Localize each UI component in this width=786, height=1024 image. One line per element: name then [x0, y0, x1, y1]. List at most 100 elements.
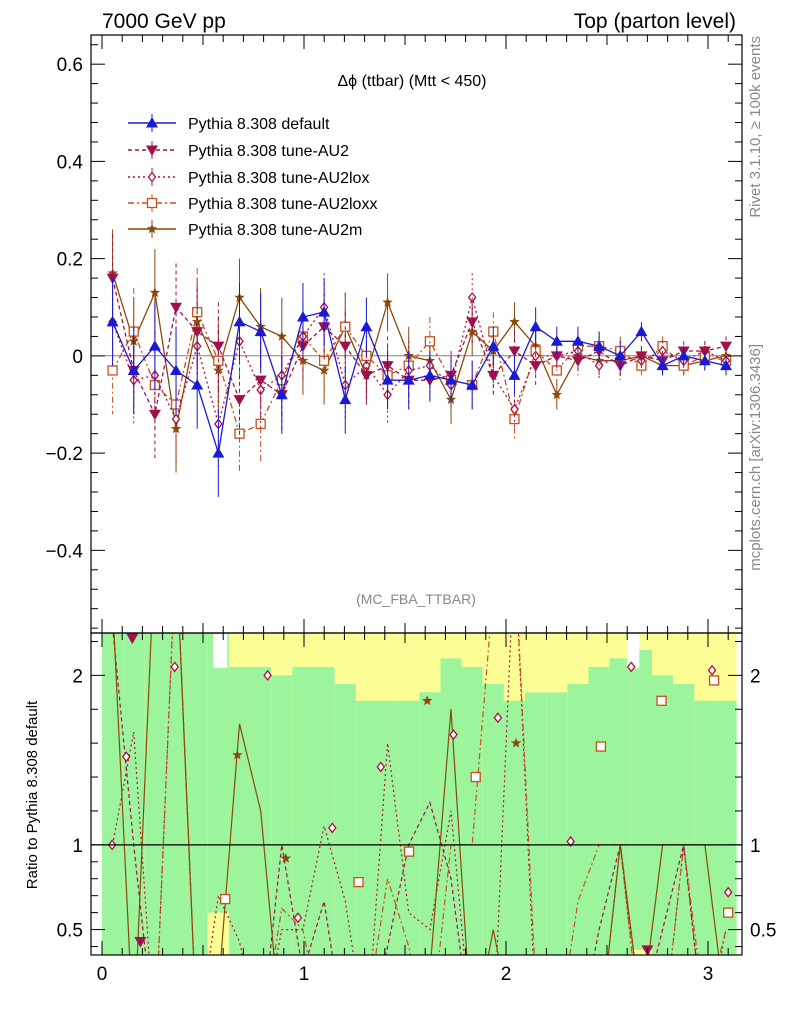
data-point [466, 317, 479, 328]
ratio-band-inner [165, 633, 187, 955]
data-point [571, 356, 584, 367]
series-line [111, 297, 727, 427]
data-point [550, 335, 563, 346]
ratio-band-inner [503, 700, 526, 955]
legend-marker [146, 117, 158, 128]
legend-label: Pythia 8.308 tune-AU2lox [188, 170, 369, 187]
data-point [593, 340, 606, 351]
data-point [212, 341, 225, 353]
ratio-marker-au2lox [626, 661, 636, 673]
data-point [233, 395, 246, 406]
data-point [254, 325, 267, 337]
ratio-band-inner [123, 633, 145, 955]
data-point [466, 379, 479, 390]
ratio-band-inner [228, 666, 251, 955]
ratio-marker-au2loxx [708, 675, 720, 686]
ratio-series-lines [112, 633, 727, 955]
ratio-band-inner [546, 692, 568, 955]
ratio-y-tick-label-right: 0.5 [750, 921, 776, 942]
data-point [256, 384, 265, 396]
ratio-marker-au2lox [707, 664, 717, 676]
ratio-band-inner [419, 692, 441, 955]
ratio-band-inner [694, 700, 716, 955]
data-point [656, 359, 669, 371]
ratio-line-au2m [113, 633, 720, 955]
y-tick-label: 0.2 [57, 250, 83, 271]
ratio-band-inner [461, 666, 483, 955]
ratio-band-inner [630, 649, 652, 950]
data-point [445, 374, 458, 385]
data-point [720, 359, 733, 371]
x-tick-label: 1 [299, 964, 310, 985]
data-point [677, 349, 690, 361]
data-point [550, 351, 563, 362]
data-point [571, 335, 584, 346]
data-point [148, 409, 161, 421]
legend: Pythia 8.308 default Pythia 8.308 tune-AU… [128, 114, 377, 239]
y-tick-label: 0.6 [57, 55, 83, 76]
data-point [233, 315, 246, 327]
ratio-marker-au2lox [170, 661, 180, 673]
ratio-marker-au2loxx [353, 876, 364, 888]
legend-item-au2: Pythia 8.308 tune-AU2 [128, 141, 349, 160]
x-tick-label: 0 [97, 964, 108, 985]
y-tick-label: 0 [72, 347, 83, 368]
ratio-y-tick-label-right: 2 [750, 666, 761, 687]
y-tick-label: −0.4 [45, 541, 83, 562]
data-point [508, 369, 521, 380]
mcplots-label: mcplots.cern.ch [arXiv:1306.3436] [747, 344, 764, 571]
data-point [107, 365, 118, 376]
ratio-uncertainty-bands [102, 633, 737, 955]
ratio-marker-au2lox [121, 751, 131, 763]
legend-label: Pythia 8.308 tune-AU2loxx [188, 196, 377, 213]
legend-item-au2m: Pythia 8.308 tune-AU2m [128, 220, 362, 239]
ratio-band-inner [482, 683, 504, 955]
ratio-band-inner [440, 658, 462, 955]
data-point [487, 370, 500, 382]
ratio-y-tick-label: 0.5 [57, 921, 83, 942]
data-point [275, 388, 288, 400]
ratio-marker-au2loxx [723, 907, 734, 918]
data-point [658, 345, 667, 357]
ratio-band-inner [355, 700, 377, 955]
data-point [360, 320, 373, 332]
data-point [402, 374, 415, 385]
ratio-band-inner [398, 700, 420, 955]
ratio-marker-au2lox [493, 712, 503, 724]
data-point [339, 393, 352, 405]
legend-marker [146, 223, 158, 234]
ratio-markers [107, 633, 734, 956]
ratio-marker-au2lox [327, 822, 337, 834]
energy-label: 7000 GeV pp [102, 10, 226, 33]
legend-label: Pythia 8.308 tune-AU2 [188, 143, 349, 160]
data-point [106, 315, 119, 327]
data-point [191, 327, 204, 338]
data-point [170, 364, 183, 375]
ratio-marker-au2loxx [220, 893, 231, 905]
data-point [594, 360, 604, 372]
data-point [635, 325, 648, 337]
data-point [360, 370, 373, 382]
ratio-band-inner [588, 666, 610, 955]
data-point [149, 287, 161, 298]
data-point [614, 349, 627, 361]
ratio-y-tick-label-right: 1 [750, 836, 761, 857]
series-au2m [107, 229, 732, 473]
data-point [551, 389, 562, 400]
data-point [720, 341, 733, 353]
data-point [423, 369, 436, 380]
series-default [106, 278, 733, 497]
data-point [318, 306, 331, 317]
data-point [191, 379, 204, 390]
legend-marker [147, 171, 157, 183]
ratio-band-inner [144, 633, 166, 955]
series-au2loxx [107, 268, 732, 473]
data-point [381, 374, 394, 385]
ratio-marker-au2m [422, 695, 433, 706]
ratio-band-inner [271, 675, 293, 955]
data-point [127, 364, 140, 375]
ratio-band-inner [376, 700, 399, 955]
rivet-label: Rivet 3.1.10, ≥ 100k events [747, 36, 764, 218]
data-point [508, 346, 521, 358]
